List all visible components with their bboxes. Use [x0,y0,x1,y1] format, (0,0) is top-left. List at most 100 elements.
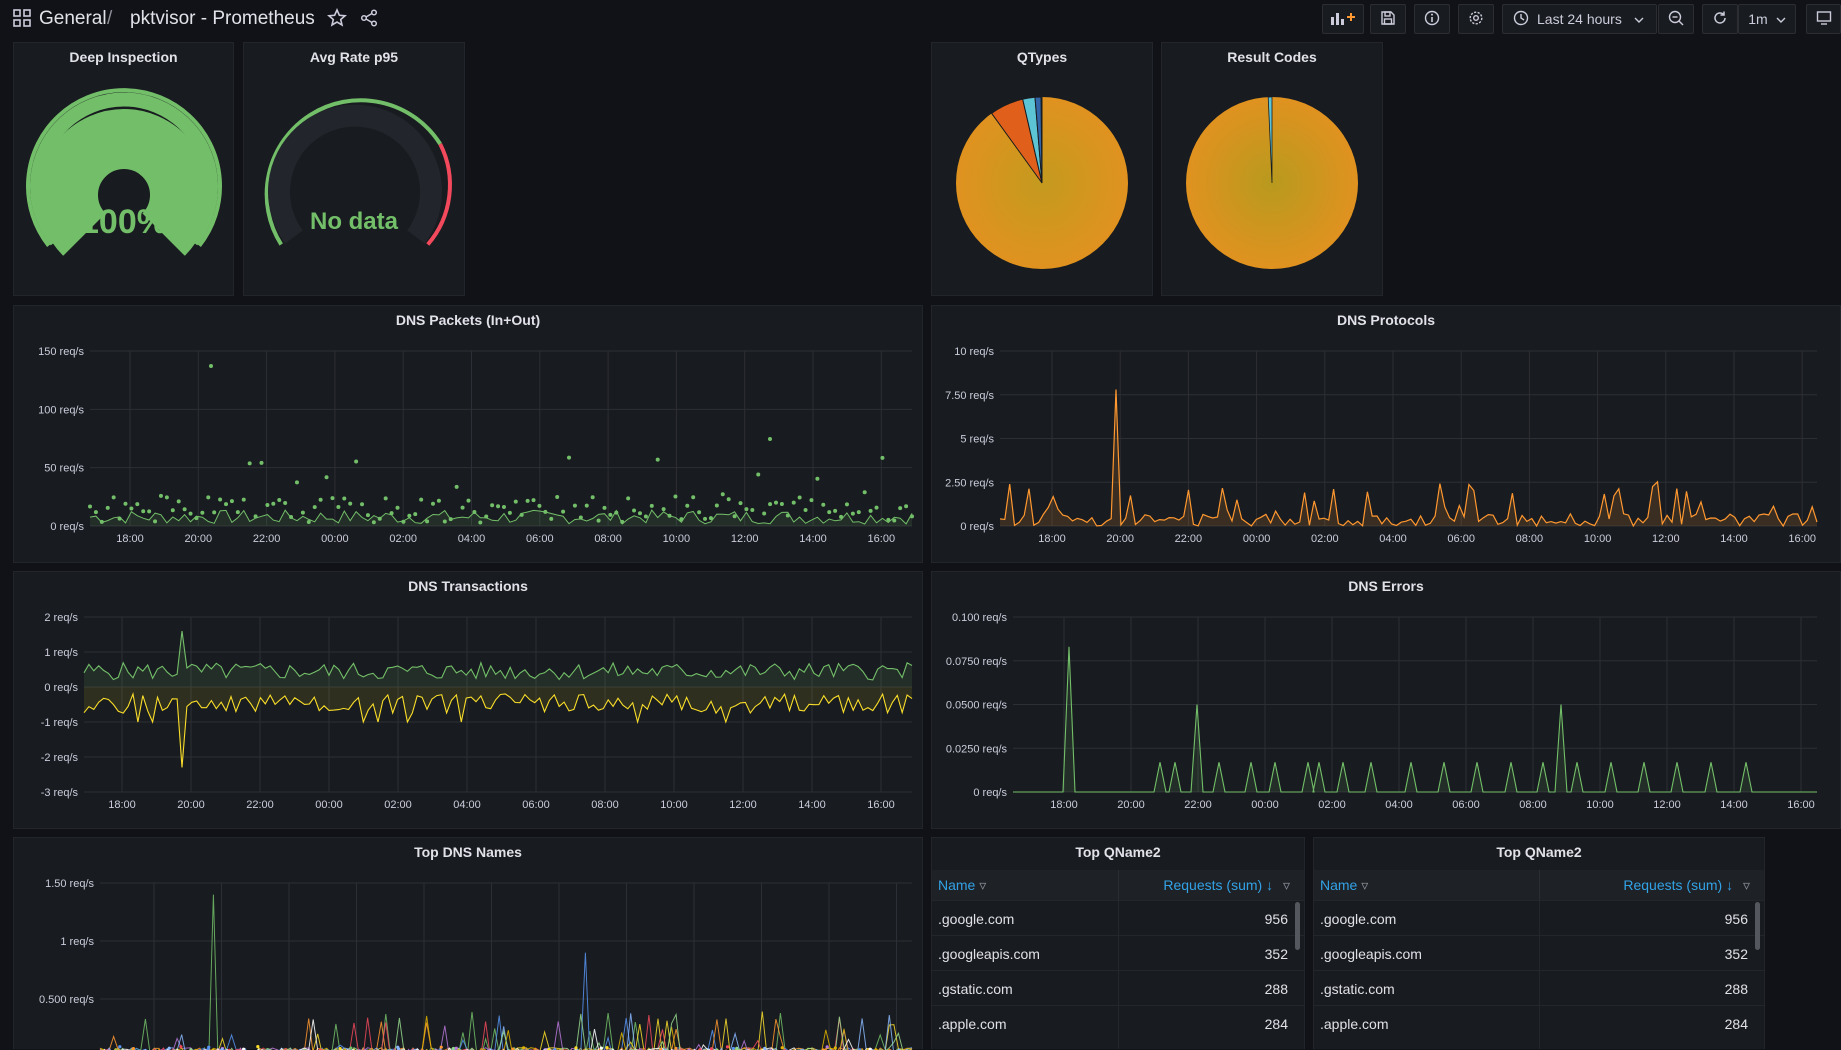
series-point [366,513,370,517]
tv-mode-button[interactable] [1806,4,1841,34]
table-scrollbar[interactable] [1755,902,1760,950]
series-point [372,520,376,524]
x-tick-label: 12:00 [1653,799,1681,811]
dns-errors-chart: 0.100 req/s0.0750 req/s0.0500 req/s0.025… [932,572,1841,830]
panel-qtypes[interactable]: QTypes [931,42,1153,296]
x-tick-label: 14:00 [798,799,826,811]
y-tick-label: 0 req/s [44,682,78,694]
panel-top-qname2-b[interactable]: Top QName2 Name ▿ Requests (sum) ↓ ▿ .go… [1313,837,1765,1049]
add-panel-icon [1330,10,1356,29]
column-header-requests[interactable]: Requests (sum) ↓ ▿ [1163,877,1290,894]
table-scrollbar[interactable] [1295,902,1300,950]
series-point [756,472,760,476]
series-point [283,501,287,505]
x-tick-label: 10:00 [1586,799,1614,811]
series-point [490,503,494,507]
dashboard-info-button[interactable] [1414,4,1450,34]
series-point [461,506,465,510]
series-point [833,509,837,513]
filter-icon[interactable]: ▿ [1743,877,1750,893]
save-dashboard-button[interactable] [1370,4,1406,34]
series-point [827,510,831,514]
series-point [209,364,213,368]
column-header-requests[interactable]: Requests (sum) ↓ ▿ [1623,877,1750,894]
series-point [194,516,198,520]
series-line [1000,390,1817,527]
series-point [880,456,884,460]
series-point [644,514,648,518]
series-point [189,512,193,516]
series-point [431,502,435,506]
series-point [573,504,577,508]
y-tick-label: 0.0750 req/s [946,656,1008,668]
series-point [857,510,861,514]
dashboards-grid-icon[interactable] [13,9,31,33]
series-point [440,1046,443,1049]
series-point [342,497,346,501]
filter-icon[interactable]: ▿ [1361,877,1368,893]
dashboard-title[interactable]: pktvisor - Prometheus [130,8,315,30]
time-range-picker[interactable]: Last 24 hours [1502,4,1657,34]
series-point [455,1047,458,1050]
series-point [910,514,914,518]
series-point [804,508,808,512]
series-point [679,517,683,521]
table-header: Name ▿ Requests (sum) ↓ ▿ [1314,870,1764,900]
panel-result-codes[interactable]: Result Codes [1161,42,1383,296]
filter-icon[interactable]: ▿ [979,877,986,893]
refresh-interval-picker[interactable]: 1m [1738,4,1796,34]
series-point [898,506,902,510]
save-icon [1380,10,1396,29]
series-point [555,495,559,499]
dashboard-settings-button[interactable] [1458,4,1494,34]
x-tick-label: 00:00 [321,533,349,545]
series-point [532,498,536,502]
column-header-name[interactable]: Name ▿ [938,877,986,894]
series-point [443,519,447,523]
time-range-label: Last 24 hours [1537,11,1622,27]
star-icon[interactable] [327,8,347,33]
avg-rate-gauge [244,43,466,297]
y-tick-label: 5 req/s [960,434,994,446]
series-point [591,495,595,499]
gauge-value: 100% [14,203,233,242]
series-point [727,497,731,501]
series-point [703,517,707,521]
panel-top-qname2-a[interactable]: Top QName2 Name ▿ Requests (sum) ↓ ▿ .go… [931,837,1305,1049]
panel-deep-inspection[interactable]: Deep Inspection 100% [13,42,234,296]
zoom-out-button[interactable] [1658,4,1694,34]
series-point [602,506,606,510]
series-point [289,515,293,519]
series-point [254,514,258,518]
series-point [750,508,754,512]
series-point [520,513,524,517]
series-point [739,501,743,505]
series-point [349,1046,352,1049]
series-point [502,505,506,509]
series-point [224,502,228,506]
add-panel-button[interactable] [1322,4,1364,34]
series-point [256,1045,259,1048]
filter-icon[interactable]: ▿ [1283,877,1290,893]
series-point [177,499,181,503]
share-icon[interactable] [360,9,378,32]
column-header-name[interactable]: Name ▿ [1320,877,1368,894]
x-tick-label: 18:00 [108,799,136,811]
series-area [84,631,912,687]
series-point [206,495,210,499]
series-point [94,510,98,514]
series-point [413,512,417,516]
panel-avg-rate-p95[interactable]: Avg Rate p95 No data [243,42,465,296]
series-point [437,499,441,503]
series-point [401,520,405,524]
series-point [626,496,630,500]
refresh-button[interactable] [1702,4,1738,34]
breadcrumb-home[interactable]: General [39,8,107,30]
y-tick-label: 0 req/s [973,787,1007,799]
